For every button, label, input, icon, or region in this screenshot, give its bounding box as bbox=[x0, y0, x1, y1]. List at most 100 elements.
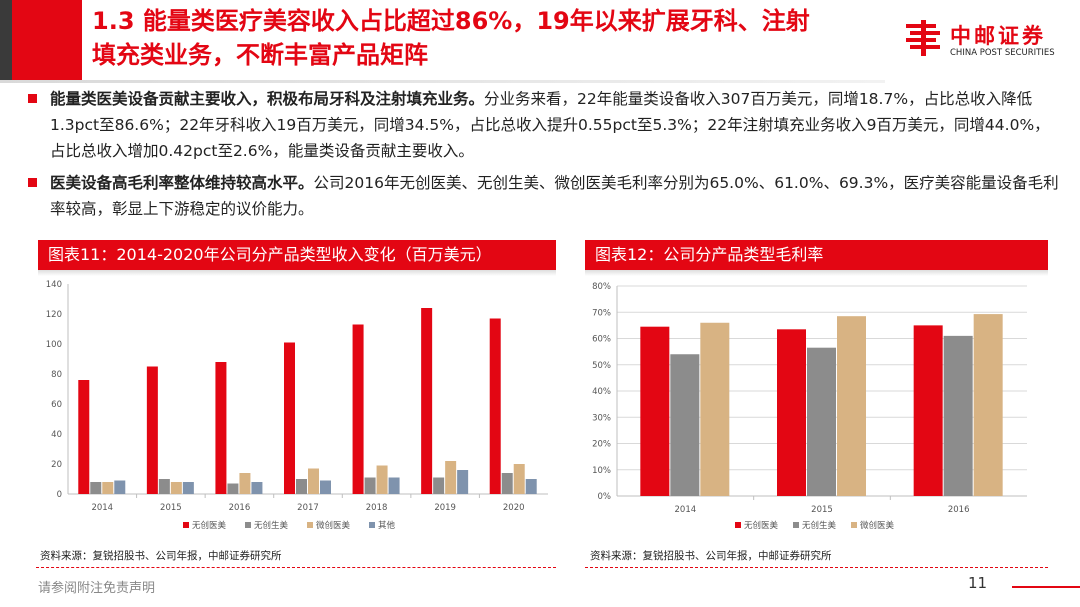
bar-无创医美-2015 bbox=[146, 366, 158, 494]
bar-其他-2014 bbox=[114, 480, 126, 494]
company-logo: 中邮证券 CHINA POST SECURITIES bbox=[904, 16, 1074, 66]
legend-swatch bbox=[735, 522, 741, 528]
bar-其他-2016 bbox=[251, 482, 263, 494]
header-dark-bar bbox=[0, 0, 12, 80]
bullet-heading: 能量类医美设备贡献主要收入，积极布局牙科及注射填充业务。 bbox=[50, 90, 485, 108]
bullet-revenue: 能量类医美设备贡献主要收入，积极布局牙科及注射填充业务。分业务来看，22年能量类… bbox=[24, 86, 1064, 164]
bar-其他-2020 bbox=[525, 479, 537, 494]
y-tick-label: 20 bbox=[51, 460, 62, 470]
bar-无创生美-2016 bbox=[943, 335, 973, 496]
bar-无创医美-2016 bbox=[215, 362, 227, 494]
legend-swatch bbox=[851, 522, 857, 528]
bar-微创医美-2015 bbox=[170, 482, 182, 494]
y-tick-label: 20% bbox=[592, 440, 611, 450]
bullet-list: 能量类医美设备贡献主要收入，积极布局牙科及注射填充业务。分业务来看，22年能量类… bbox=[24, 86, 1064, 228]
legend-label: 微创医美 bbox=[860, 520, 895, 531]
bar-无创医美-2019 bbox=[421, 308, 433, 494]
footer-red-line bbox=[1012, 586, 1080, 588]
y-tick-label: 40% bbox=[592, 387, 611, 397]
bar-微创医美-2015 bbox=[837, 316, 866, 496]
x-tick-label: 2018 bbox=[366, 503, 388, 513]
bar-其他-2017 bbox=[320, 480, 331, 494]
legend-label: 无创医美 bbox=[744, 520, 779, 531]
bar-无创医美-2020 bbox=[489, 318, 501, 494]
bar-无创医美-2014 bbox=[640, 326, 670, 496]
bullet-margin: 医美设备高毛利率整体维持较高水平。公司2016年无创医美、无创生美、微创医美毛利… bbox=[24, 170, 1064, 222]
chart12-dashed-divider bbox=[585, 567, 1048, 568]
x-tick-label: 2015 bbox=[160, 503, 182, 513]
bar-无创生美-2020 bbox=[501, 473, 513, 494]
y-tick-label: 140 bbox=[46, 280, 62, 290]
bar-微创医美-2016 bbox=[973, 314, 1003, 496]
bar-微创医美-2014 bbox=[102, 482, 114, 494]
y-tick-label: 80% bbox=[592, 282, 611, 292]
y-tick-label: 30% bbox=[592, 413, 611, 423]
bar-无创医美-2014 bbox=[78, 380, 90, 494]
title-line-2: 填充类业务，不断丰富产品矩阵 bbox=[92, 41, 428, 69]
legend-swatch bbox=[369, 522, 375, 528]
x-tick-label: 2017 bbox=[297, 503, 319, 513]
chart12-title: 图表12：公司分产品类型毛利率 bbox=[585, 240, 1048, 270]
y-tick-label: 60% bbox=[592, 335, 611, 345]
header-divider bbox=[0, 80, 885, 83]
y-tick-label: 80 bbox=[51, 370, 62, 380]
logo-chinese-name: 中邮证券 bbox=[950, 24, 1046, 48]
bar-其他-2018 bbox=[388, 477, 400, 494]
bar-无创医美-2015 bbox=[777, 329, 806, 496]
bar-无创医美-2016 bbox=[913, 325, 943, 496]
chart11-source: 资料来源：复锐招股书、公司年报，中邮证券研究所 bbox=[40, 550, 282, 562]
disclaimer-note: 请参阅附注免责声明 bbox=[38, 581, 156, 596]
legend-label: 无创生美 bbox=[802, 520, 837, 531]
chart12-source: 资料来源：复锐招股书、公司年报，中邮证券研究所 bbox=[590, 550, 832, 562]
legend-label: 其他 bbox=[378, 520, 396, 531]
bar-无创生美-2019 bbox=[433, 477, 445, 494]
y-tick-label: 60 bbox=[51, 400, 62, 410]
legend-swatch bbox=[183, 522, 189, 528]
legend-label: 无创生美 bbox=[254, 520, 289, 531]
bar-其他-2015 bbox=[182, 482, 194, 494]
bullet-body: 分业务来看，22年能量类设备收入307百万美元，同增18.7%，占比总收入降低1… bbox=[50, 90, 1050, 160]
y-tick-label: 50% bbox=[592, 361, 611, 371]
bullet-heading: 医美设备高毛利率整体维持较高水平。 bbox=[50, 174, 314, 192]
bar-微创医美-2019 bbox=[445, 461, 457, 494]
chart11-dashed-divider bbox=[36, 567, 556, 568]
bar-无创生美-2014 bbox=[90, 482, 102, 494]
y-tick-label: 0% bbox=[598, 492, 612, 502]
legend-swatch bbox=[245, 522, 251, 528]
x-tick-label: 2019 bbox=[434, 503, 456, 513]
bar-无创生美-2015 bbox=[158, 479, 170, 494]
bullet-square-icon bbox=[28, 178, 37, 187]
x-tick-label: 2014 bbox=[675, 505, 697, 515]
title-line-1: 1.3 能量类医疗美容收入占比超过86%，19年以来扩展牙科、注射 bbox=[92, 7, 810, 35]
chart11-title-shadow bbox=[38, 270, 556, 276]
page-title: 1.3 能量类医疗美容收入占比超过86%，19年以来扩展牙科、注射 填充类业务，… bbox=[92, 4, 892, 72]
chart11-revenue-by-product: 0 20 40 60 80 100 120 140 2014 2015 2016 2017 2018 20… bbox=[46, 280, 548, 531]
bar-无创生美-2014 bbox=[670, 354, 700, 496]
y-tick-label: 40 bbox=[51, 430, 62, 440]
bar-微创医美-2014 bbox=[700, 322, 730, 496]
y-tick-label: 70% bbox=[592, 308, 611, 318]
bar-微创医美-2020 bbox=[513, 464, 525, 494]
bullet-square-icon bbox=[28, 94, 37, 103]
legend-label: 微创医美 bbox=[316, 520, 351, 531]
chart12-gross-margin-by-product: 0% 10% 20% 30% 40% 50% 60% 70% 80% 2014 2015 2016 无创… bbox=[592, 282, 1027, 531]
bar-其他-2019 bbox=[457, 470, 469, 494]
chart12-title-shadow bbox=[585, 270, 1048, 276]
y-tick-label: 100 bbox=[46, 340, 62, 350]
x-tick-label: 2016 bbox=[948, 505, 970, 515]
bar-无创生美-2016 bbox=[227, 483, 239, 494]
bar-微创医美-2017 bbox=[308, 468, 319, 494]
logo-english-name: CHINA POST SECURITIES bbox=[950, 48, 1055, 58]
x-tick-label: 2014 bbox=[91, 503, 113, 513]
y-tick-label: 0 bbox=[57, 490, 62, 500]
bar-无创生美-2015 bbox=[807, 347, 836, 496]
legend-swatch bbox=[793, 522, 799, 528]
x-tick-label: 2016 bbox=[229, 503, 251, 513]
header-red-bar bbox=[12, 0, 82, 80]
legend-label: 无创医美 bbox=[192, 520, 227, 531]
bar-无创医美-2018 bbox=[352, 324, 364, 494]
legend-swatch bbox=[307, 522, 313, 528]
y-tick-label: 10% bbox=[592, 466, 611, 476]
chart11-title: 图表11：2014-2020年公司分产品类型收入变化（百万美元） bbox=[38, 240, 556, 270]
bar-无创生美-2017 bbox=[296, 479, 307, 494]
